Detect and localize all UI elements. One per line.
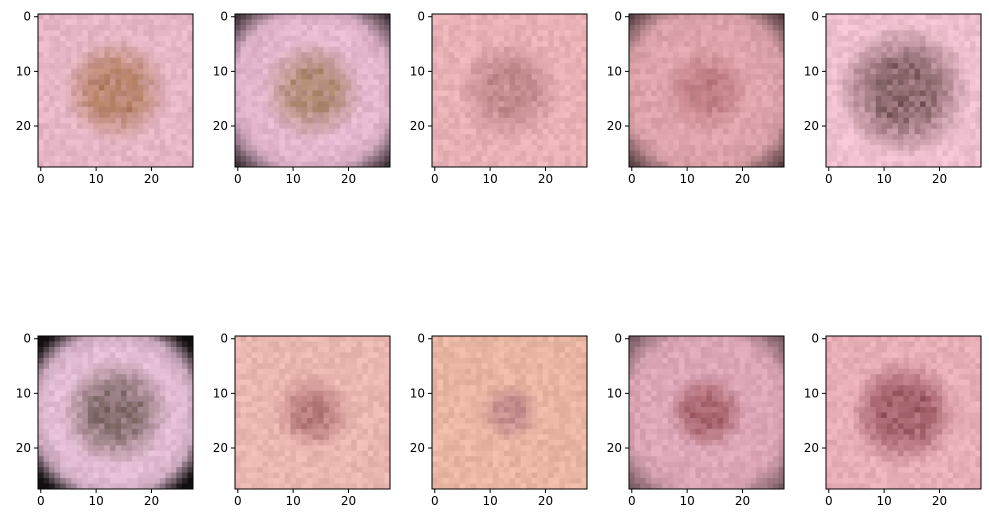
panel-3-image (432, 14, 588, 168)
y-tick-label: 20 (16, 441, 31, 455)
panel-10-image (826, 336, 982, 490)
x-tick-label: 0 (628, 172, 636, 186)
y-tick-label: 10 (804, 64, 819, 78)
x-tick-label: 0 (825, 172, 833, 186)
y-tick-label: 0 (220, 10, 228, 24)
panel-6-frame (37, 335, 194, 490)
panel-3: 0 0 10 10 20 20 (410, 10, 588, 186)
panel-9-image (629, 336, 785, 490)
panel-6: 0 0 10 10 20 20 (16, 332, 194, 508)
panel-8-image (432, 336, 588, 490)
x-tick-label: 0 (37, 172, 45, 186)
panel-7-frame (234, 335, 391, 490)
y-tick-label: 0 (23, 332, 31, 346)
panel-5-frame (825, 13, 982, 168)
y-tick-label: 0 (614, 332, 622, 346)
panel-2-image (235, 14, 391, 168)
x-tick-label: 0 (234, 172, 242, 186)
panel-3-frame (431, 13, 588, 168)
panel-2: 0 0 10 10 20 20 (213, 10, 391, 186)
panel-5: 0 0 10 10 20 20 (804, 10, 982, 186)
y-tick-label: 0 (417, 10, 425, 24)
x-tick-label: 0 (431, 494, 439, 508)
x-tick-label: 0 (431, 172, 439, 186)
x-tick-label: 10 (88, 494, 103, 508)
x-tick-label: 0 (37, 494, 45, 508)
panel-1: 0 0 10 10 20 20 (16, 10, 194, 186)
panel-6-image (38, 336, 194, 490)
y-tick-label: 10 (410, 64, 425, 78)
y-tick-label: 0 (811, 332, 819, 346)
x-tick-label: 10 (482, 172, 497, 186)
x-tick-label: 10 (876, 172, 891, 186)
x-tick-label: 20 (538, 172, 553, 186)
x-tick-label: 20 (341, 494, 356, 508)
x-tick-label: 10 (679, 172, 694, 186)
panel-10-frame (825, 335, 982, 490)
y-tick-label: 20 (410, 441, 425, 455)
x-tick-label: 20 (932, 172, 947, 186)
panel-10: 0 0 10 10 20 20 (804, 332, 982, 508)
panels-layer: 0 0 10 10 20 20 0 0 10 10 20 20 0 0 10 10 20 20 0 0 10 10 20 20… (16, 10, 982, 508)
panel-4-image (629, 14, 785, 168)
panel-8: 0 0 10 10 20 20 (410, 332, 588, 508)
y-tick-label: 20 (804, 119, 819, 133)
y-tick-label: 20 (16, 119, 31, 133)
panel-9-frame (628, 335, 785, 490)
x-tick-label: 10 (285, 172, 300, 186)
y-tick-label: 0 (220, 332, 228, 346)
y-tick-label: 20 (607, 119, 622, 133)
y-tick-label: 20 (213, 119, 228, 133)
x-tick-label: 10 (679, 494, 694, 508)
y-tick-label: 10 (804, 386, 819, 400)
y-tick-label: 20 (607, 441, 622, 455)
x-tick-label: 0 (825, 494, 833, 508)
x-tick-label: 0 (234, 494, 242, 508)
y-tick-label: 10 (16, 64, 31, 78)
x-tick-label: 10 (285, 494, 300, 508)
x-tick-label: 10 (482, 494, 497, 508)
y-tick-label: 20 (410, 119, 425, 133)
y-tick-label: 10 (16, 386, 31, 400)
y-tick-label: 10 (213, 64, 228, 78)
x-tick-label: 20 (932, 494, 947, 508)
x-tick-label: 20 (735, 172, 750, 186)
y-tick-label: 0 (417, 332, 425, 346)
x-tick-label: 20 (341, 172, 356, 186)
panel-2-frame (234, 13, 391, 168)
panel-1-frame (37, 13, 194, 168)
y-tick-label: 0 (614, 10, 622, 24)
x-tick-label: 20 (144, 494, 159, 508)
panel-9: 0 0 10 10 20 20 (607, 332, 785, 508)
y-tick-label: 20 (213, 441, 228, 455)
panel-7-image (235, 336, 391, 490)
y-tick-label: 10 (607, 64, 622, 78)
panel-8-frame (431, 335, 588, 490)
x-tick-label: 0 (628, 494, 636, 508)
y-tick-label: 20 (804, 441, 819, 455)
panel-7: 0 0 10 10 20 20 (213, 332, 391, 508)
x-tick-label: 20 (735, 494, 750, 508)
y-tick-label: 0 (23, 10, 31, 24)
panel-1-image (38, 14, 194, 168)
y-tick-label: 10 (607, 386, 622, 400)
y-tick-label: 0 (811, 10, 819, 24)
panel-4-frame (628, 13, 785, 168)
y-tick-label: 10 (213, 386, 228, 400)
x-tick-label: 10 (876, 494, 891, 508)
x-tick-label: 20 (144, 172, 159, 186)
panel-4: 0 0 10 10 20 20 (607, 10, 785, 186)
y-tick-label: 10 (410, 386, 425, 400)
x-tick-label: 10 (88, 172, 103, 186)
panel-5-image (826, 14, 982, 168)
x-tick-label: 20 (538, 494, 553, 508)
